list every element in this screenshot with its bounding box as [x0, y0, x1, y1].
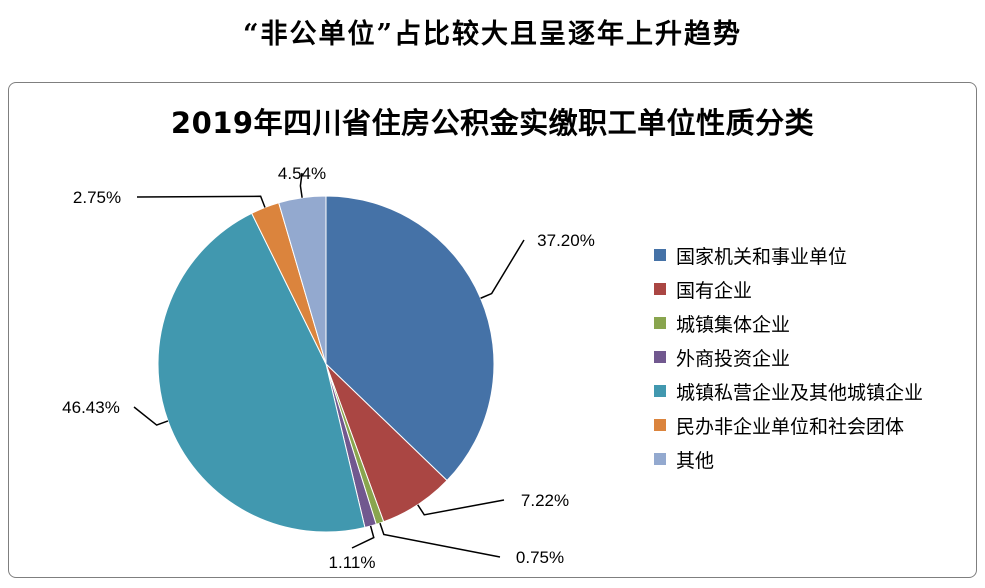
data-label: 37.20%	[537, 231, 595, 250]
data-label: 4.54%	[278, 164, 326, 183]
legend-label: 民办非企业单位和社会团体	[676, 415, 905, 438]
legend-item: 外商投资企业	[654, 340, 923, 374]
legend-swatch	[654, 385, 666, 397]
legend-swatch	[654, 351, 666, 363]
legend-item: 城镇集体企业	[654, 306, 923, 340]
leader-line	[299, 172, 303, 198]
legend-swatch	[654, 453, 666, 465]
leader-line	[480, 239, 525, 299]
legend-label: 国有企业	[676, 279, 753, 302]
legend-item: 国家机关和事业单位	[654, 238, 923, 272]
pie-slice	[278, 195, 327, 365]
leader-line	[351, 525, 375, 549]
legend-item: 城镇私营企业及其他城镇企业	[654, 374, 923, 408]
legend-swatch	[654, 249, 666, 261]
data-label: 2.75%	[73, 188, 121, 207]
chart-frame	[8, 82, 977, 578]
data-label: 0.75%	[516, 548, 564, 567]
data-label: 1.11%	[329, 553, 376, 572]
pie-slice	[325, 195, 495, 482]
legend-item: 国有企业	[654, 272, 923, 306]
legend-label: 外商投资企业	[676, 347, 791, 370]
legend-item: 其他	[654, 442, 923, 476]
legend-label: 城镇私营企业及其他城镇企业	[676, 381, 924, 404]
data-label: 7.22%	[521, 491, 569, 510]
legend-swatch	[654, 317, 666, 329]
data-label: 46.43%	[62, 398, 120, 417]
leader-line	[417, 499, 505, 516]
leader-line	[379, 522, 501, 558]
chart-title: 2019年四川省住房公积金实缴职工单位性质分类	[170, 106, 815, 140]
legend-swatch	[654, 283, 666, 295]
headline: “非公单位”占比较大且呈逐年上升趋势	[242, 19, 743, 50]
legend-swatch	[654, 419, 666, 431]
legend-label: 国家机关和事业单位	[676, 245, 848, 268]
leader-line	[133, 406, 169, 426]
leader-line	[136, 195, 266, 208]
legend-label: 城镇集体企业	[676, 313, 791, 336]
legend-label: 其他	[676, 449, 715, 472]
chart-legend: 国家机关和事业单位 国有企业城镇集体企业 外商投资企业城镇私营企业及其他城镇企业 民办…	[654, 238, 923, 476]
legend-item: 民办非企业单位和社会团体	[654, 408, 923, 442]
